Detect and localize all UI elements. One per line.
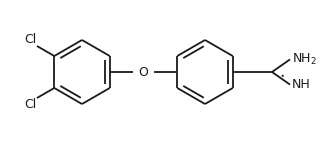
Text: NH: NH (292, 78, 311, 91)
Text: O: O (138, 66, 149, 78)
Text: NH$_2$: NH$_2$ (292, 52, 317, 67)
Text: Cl: Cl (25, 98, 37, 111)
Text: Cl: Cl (25, 33, 37, 46)
